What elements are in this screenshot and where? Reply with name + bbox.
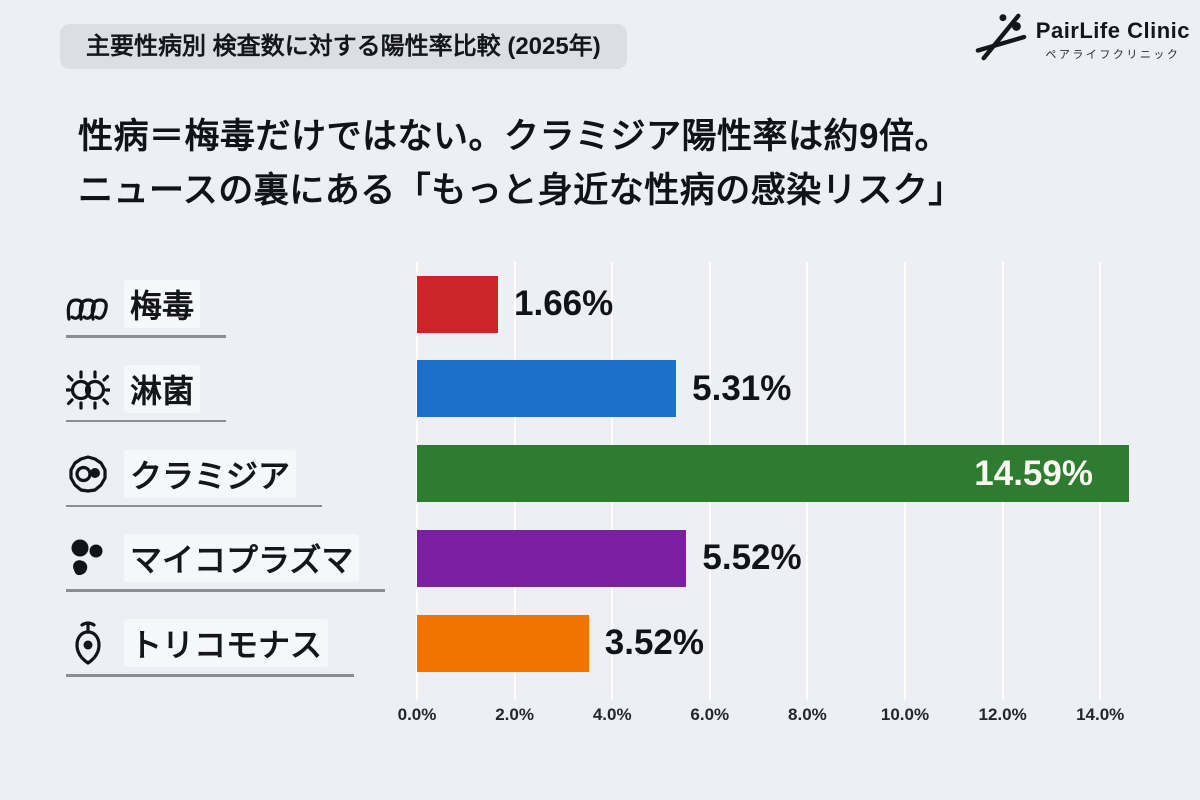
category-label-text: トリコモナス xyxy=(124,619,329,668)
spirochete-icon xyxy=(66,282,110,326)
category-underline xyxy=(66,419,226,423)
bar xyxy=(417,445,1129,503)
headline-line1: 性病＝梅毒だけではない。クラミジア陽性率は約9倍。 xyxy=(78,117,950,156)
chart-title-badge: 主要性病別 検査数に対する陽性率比較 (2025年) xyxy=(60,24,627,69)
bar xyxy=(417,360,677,418)
clinic-name: PairLife Clinic xyxy=(1035,17,1190,43)
chlamydia-cell-icon xyxy=(66,452,110,496)
category-label-text: クラミジア xyxy=(124,449,297,498)
x-axis-tick-label: 4.0% xyxy=(592,705,632,724)
x-axis-tick-label: 6.0% xyxy=(690,705,730,724)
category-label-text: 淋菌 xyxy=(124,364,201,413)
bar-value-label: 14.59% xyxy=(974,453,1093,493)
category-label: マイコプラズマ xyxy=(66,534,360,583)
bar xyxy=(417,614,589,672)
x-axis-tick-label: 0.0% xyxy=(397,705,437,724)
category-label: 梅毒 xyxy=(66,280,201,328)
category-underline xyxy=(66,335,226,338)
trichomonas-icon xyxy=(66,621,110,665)
category-label: 淋菌 xyxy=(66,364,201,413)
x-axis-tick-label: 12.0% xyxy=(978,705,1027,724)
clinic-logo: PairLife Clinic ペアライフクリニック xyxy=(974,10,1190,69)
category-label-text: マイコプラズマ xyxy=(124,534,360,583)
clinic-name-japanese: ペアライフクリニック xyxy=(1045,48,1181,61)
diplococcus-icon xyxy=(66,367,110,411)
x-axis-tick-label: 8.0% xyxy=(788,705,827,724)
category-underline xyxy=(66,674,354,677)
pairlife-figures-icon xyxy=(974,10,1028,69)
category-label-text: 梅毒 xyxy=(124,280,201,328)
bar-value-label: 3.52% xyxy=(604,623,705,663)
category-label: クラミジア xyxy=(66,449,297,498)
bar-value-label: 1.66% xyxy=(514,284,614,323)
headline: 性病＝梅毒だけではない。クラミジア陽性率は約9倍。 ニュースの裏にある「もっと身… xyxy=(78,110,964,218)
x-axis-tick-label: 14.0% xyxy=(1076,705,1125,724)
bar-value-label: 5.31% xyxy=(692,368,792,408)
category-label: トリコモナス xyxy=(66,619,329,668)
mycoplasma-blobs-icon xyxy=(66,536,110,580)
x-axis-tick-label: 10.0% xyxy=(880,705,930,724)
bar-value-label: 5.52% xyxy=(702,538,802,578)
x-axis-tick-label: 2.0% xyxy=(495,705,534,724)
bar xyxy=(417,529,687,587)
category-underline xyxy=(66,589,385,592)
bar xyxy=(417,275,498,333)
chart-title: 主要性病別 検査数に対する陽性率比較 (2025年) xyxy=(86,33,601,60)
headline-line2: ニュースの裏にある「もっと身近な性病の感染リスク」 xyxy=(78,171,964,210)
category-underline xyxy=(66,504,322,508)
